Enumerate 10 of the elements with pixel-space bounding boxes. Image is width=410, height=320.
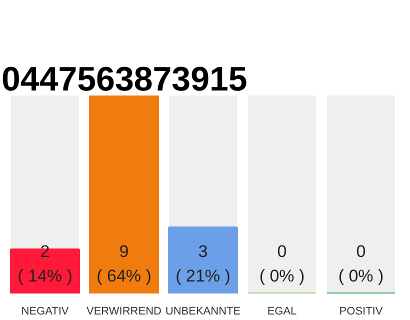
x-tick-label: POSITIV [339, 306, 384, 318]
x-tick-label: EGAL [267, 306, 297, 318]
data-label: 9 ( 64% ) [96, 242, 152, 286]
data-label: 0 ( 0% ) [338, 242, 384, 286]
x-tick-label: NEGATIV [21, 306, 70, 318]
data-label: 0 ( 0% ) [259, 242, 305, 286]
x-tick-label: VERWIRREND [86, 306, 162, 318]
chart-title: 0447563873915 [2, 60, 248, 98]
x-tick-label: UNBEKANNTE [165, 306, 241, 318]
data-label: 3 ( 21% ) [176, 242, 230, 286]
